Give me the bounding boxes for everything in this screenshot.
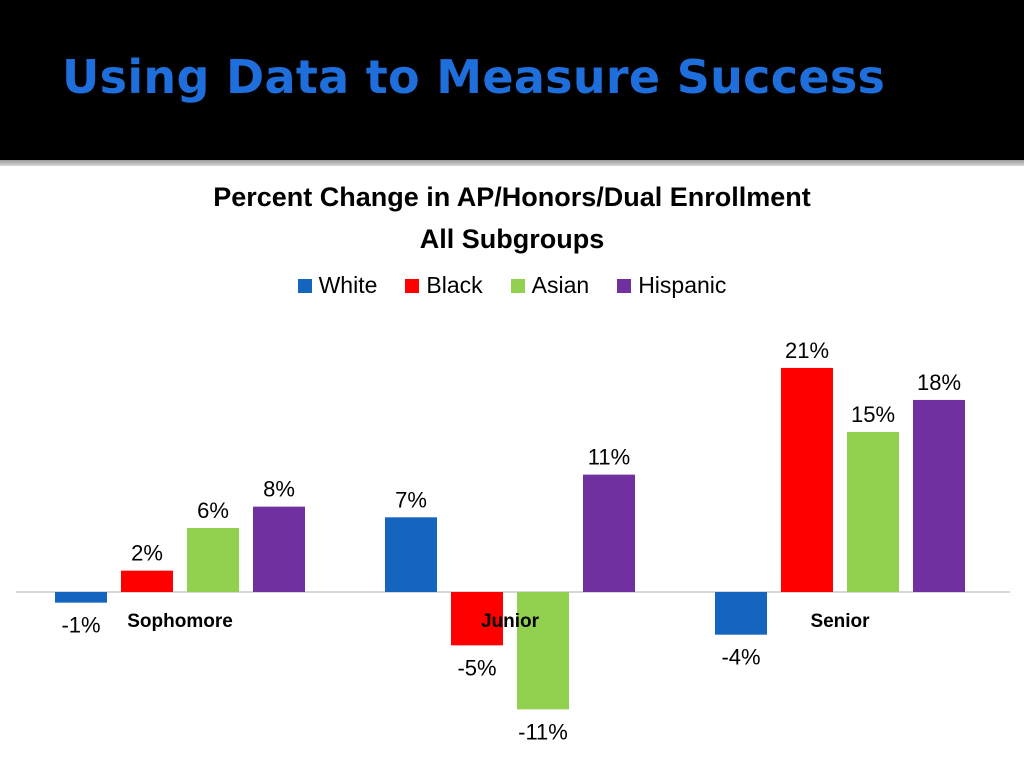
data-label-senior-white: -4% [721, 645, 760, 670]
legend-swatch-hispanic [617, 278, 632, 293]
legend-label-black: Black [426, 272, 483, 298]
bar-junior-asian [517, 592, 569, 710]
data-label-sophomore-hispanic: 8% [263, 477, 295, 502]
legend-label-hispanic: Hispanic [638, 272, 727, 298]
chart-subtitle: All Subgroups [419, 224, 605, 254]
data-label-sophomore-black: 2% [131, 541, 163, 566]
bar-sophomore-hispanic [253, 506, 305, 592]
legend-item-black: Black [405, 272, 483, 299]
chart-title-block: Percent Change in AP/Honors/Dual Enrollm… [0, 176, 1024, 260]
data-label-senior-asian: 15% [851, 402, 895, 427]
bar-senior-white [715, 592, 767, 635]
bar-senior-asian [847, 431, 899, 592]
data-label-sophomore-asian: 6% [197, 498, 229, 523]
bar-junior-black [451, 592, 503, 646]
legend-item-white: White [297, 272, 378, 299]
header-divider [0, 160, 1024, 166]
data-label-senior-black: 21% [785, 338, 829, 363]
chart-legend: White Black Asian Hispanic [0, 272, 1024, 299]
data-label-junior-asian: -11% [518, 719, 568, 744]
legend-label-asian: Asian [531, 272, 590, 298]
data-label-senior-hispanic: 18% [917, 370, 961, 395]
legend-swatch-black [405, 278, 420, 293]
bar-sophomore-asian [187, 527, 239, 592]
data-label-sophomore-white: -1% [61, 613, 100, 638]
data-label-junior-white: 7% [395, 487, 427, 512]
bar-senior-hispanic [913, 399, 965, 592]
legend-swatch-white [297, 278, 312, 293]
bar-sophomore-white [55, 592, 107, 603]
bar-junior-hispanic [583, 474, 635, 592]
data-label-junior-hispanic: 11% [588, 445, 630, 470]
slide-title: Using Data to Measure Success [62, 50, 886, 104]
category-label-sophomore: Sophomore [127, 611, 233, 632]
legend-label-white: White [318, 272, 378, 298]
bar-junior-white [385, 517, 437, 592]
legend-item-hispanic: Hispanic [617, 272, 726, 299]
bar-senior-black [781, 367, 833, 592]
category-label-junior: Junior [481, 611, 540, 632]
legend-item-asian: Asian [510, 272, 590, 299]
legend-swatch-asian [510, 278, 525, 293]
slide-header: Using Data to Measure Success [0, 0, 1024, 160]
data-label-junior-black: -5% [457, 655, 496, 680]
bar-sophomore-black [121, 570, 173, 592]
chart-title: Percent Change in AP/Honors/Dual Enrollm… [213, 182, 811, 212]
category-label-senior: Senior [810, 611, 870, 632]
